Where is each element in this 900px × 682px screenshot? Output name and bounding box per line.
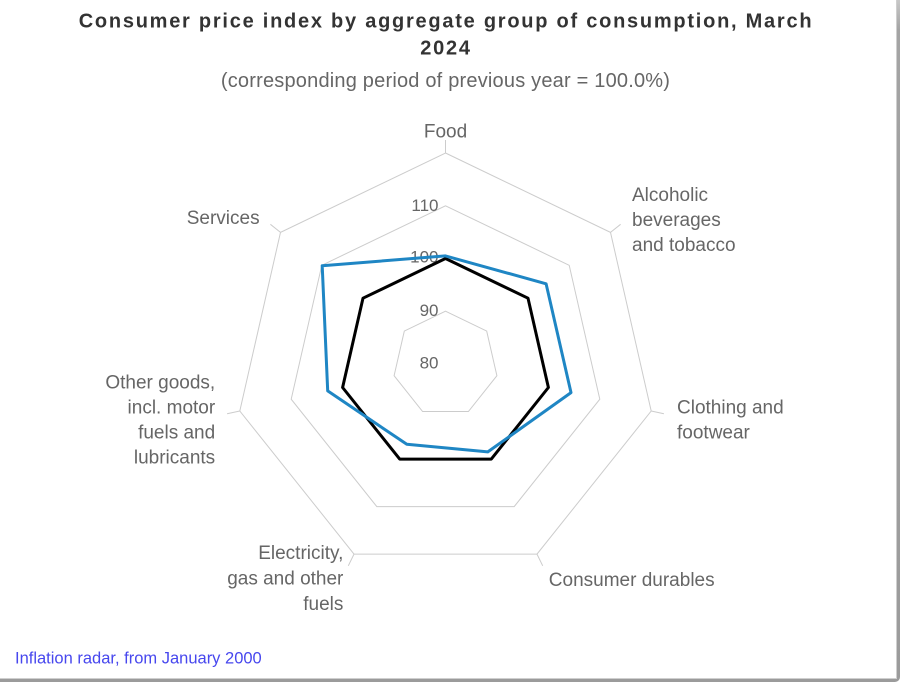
- svg-text:110: 110: [411, 196, 438, 215]
- svg-text:lubricants: lubricants: [134, 447, 215, 468]
- svg-text:Consumer price index by aggreg: Consumer price index by aggregate group …: [79, 11, 814, 33]
- svg-text:(corresponding period of previ: (corresponding period of previous year =…: [221, 70, 670, 92]
- svg-text:beverages: beverages: [632, 210, 721, 231]
- svg-text:Clothing and: Clothing and: [677, 398, 784, 419]
- svg-text:Electricity,: Electricity,: [258, 543, 343, 564]
- svg-text:Other goods,: Other goods,: [105, 372, 215, 393]
- svg-text:Consumer durables: Consumer durables: [549, 570, 715, 591]
- svg-text:gas and other: gas and other: [227, 569, 344, 590]
- svg-text:footwear: footwear: [677, 423, 751, 444]
- svg-text:incl. motor: incl. motor: [128, 397, 216, 418]
- svg-text:2024: 2024: [420, 38, 472, 60]
- svg-text:Food: Food: [424, 122, 467, 143]
- svg-text:Inflation radar, from January: Inflation radar, from January 2000: [15, 650, 262, 668]
- svg-text:Services: Services: [187, 208, 260, 229]
- svg-text:90: 90: [420, 301, 439, 320]
- svg-text:Alcoholic: Alcoholic: [632, 185, 708, 206]
- svg-text:fuels: fuels: [303, 594, 343, 615]
- svg-text:fuels and: fuels and: [138, 422, 215, 443]
- svg-text:80: 80: [420, 354, 439, 373]
- svg-text:and tobacco: and tobacco: [632, 235, 736, 256]
